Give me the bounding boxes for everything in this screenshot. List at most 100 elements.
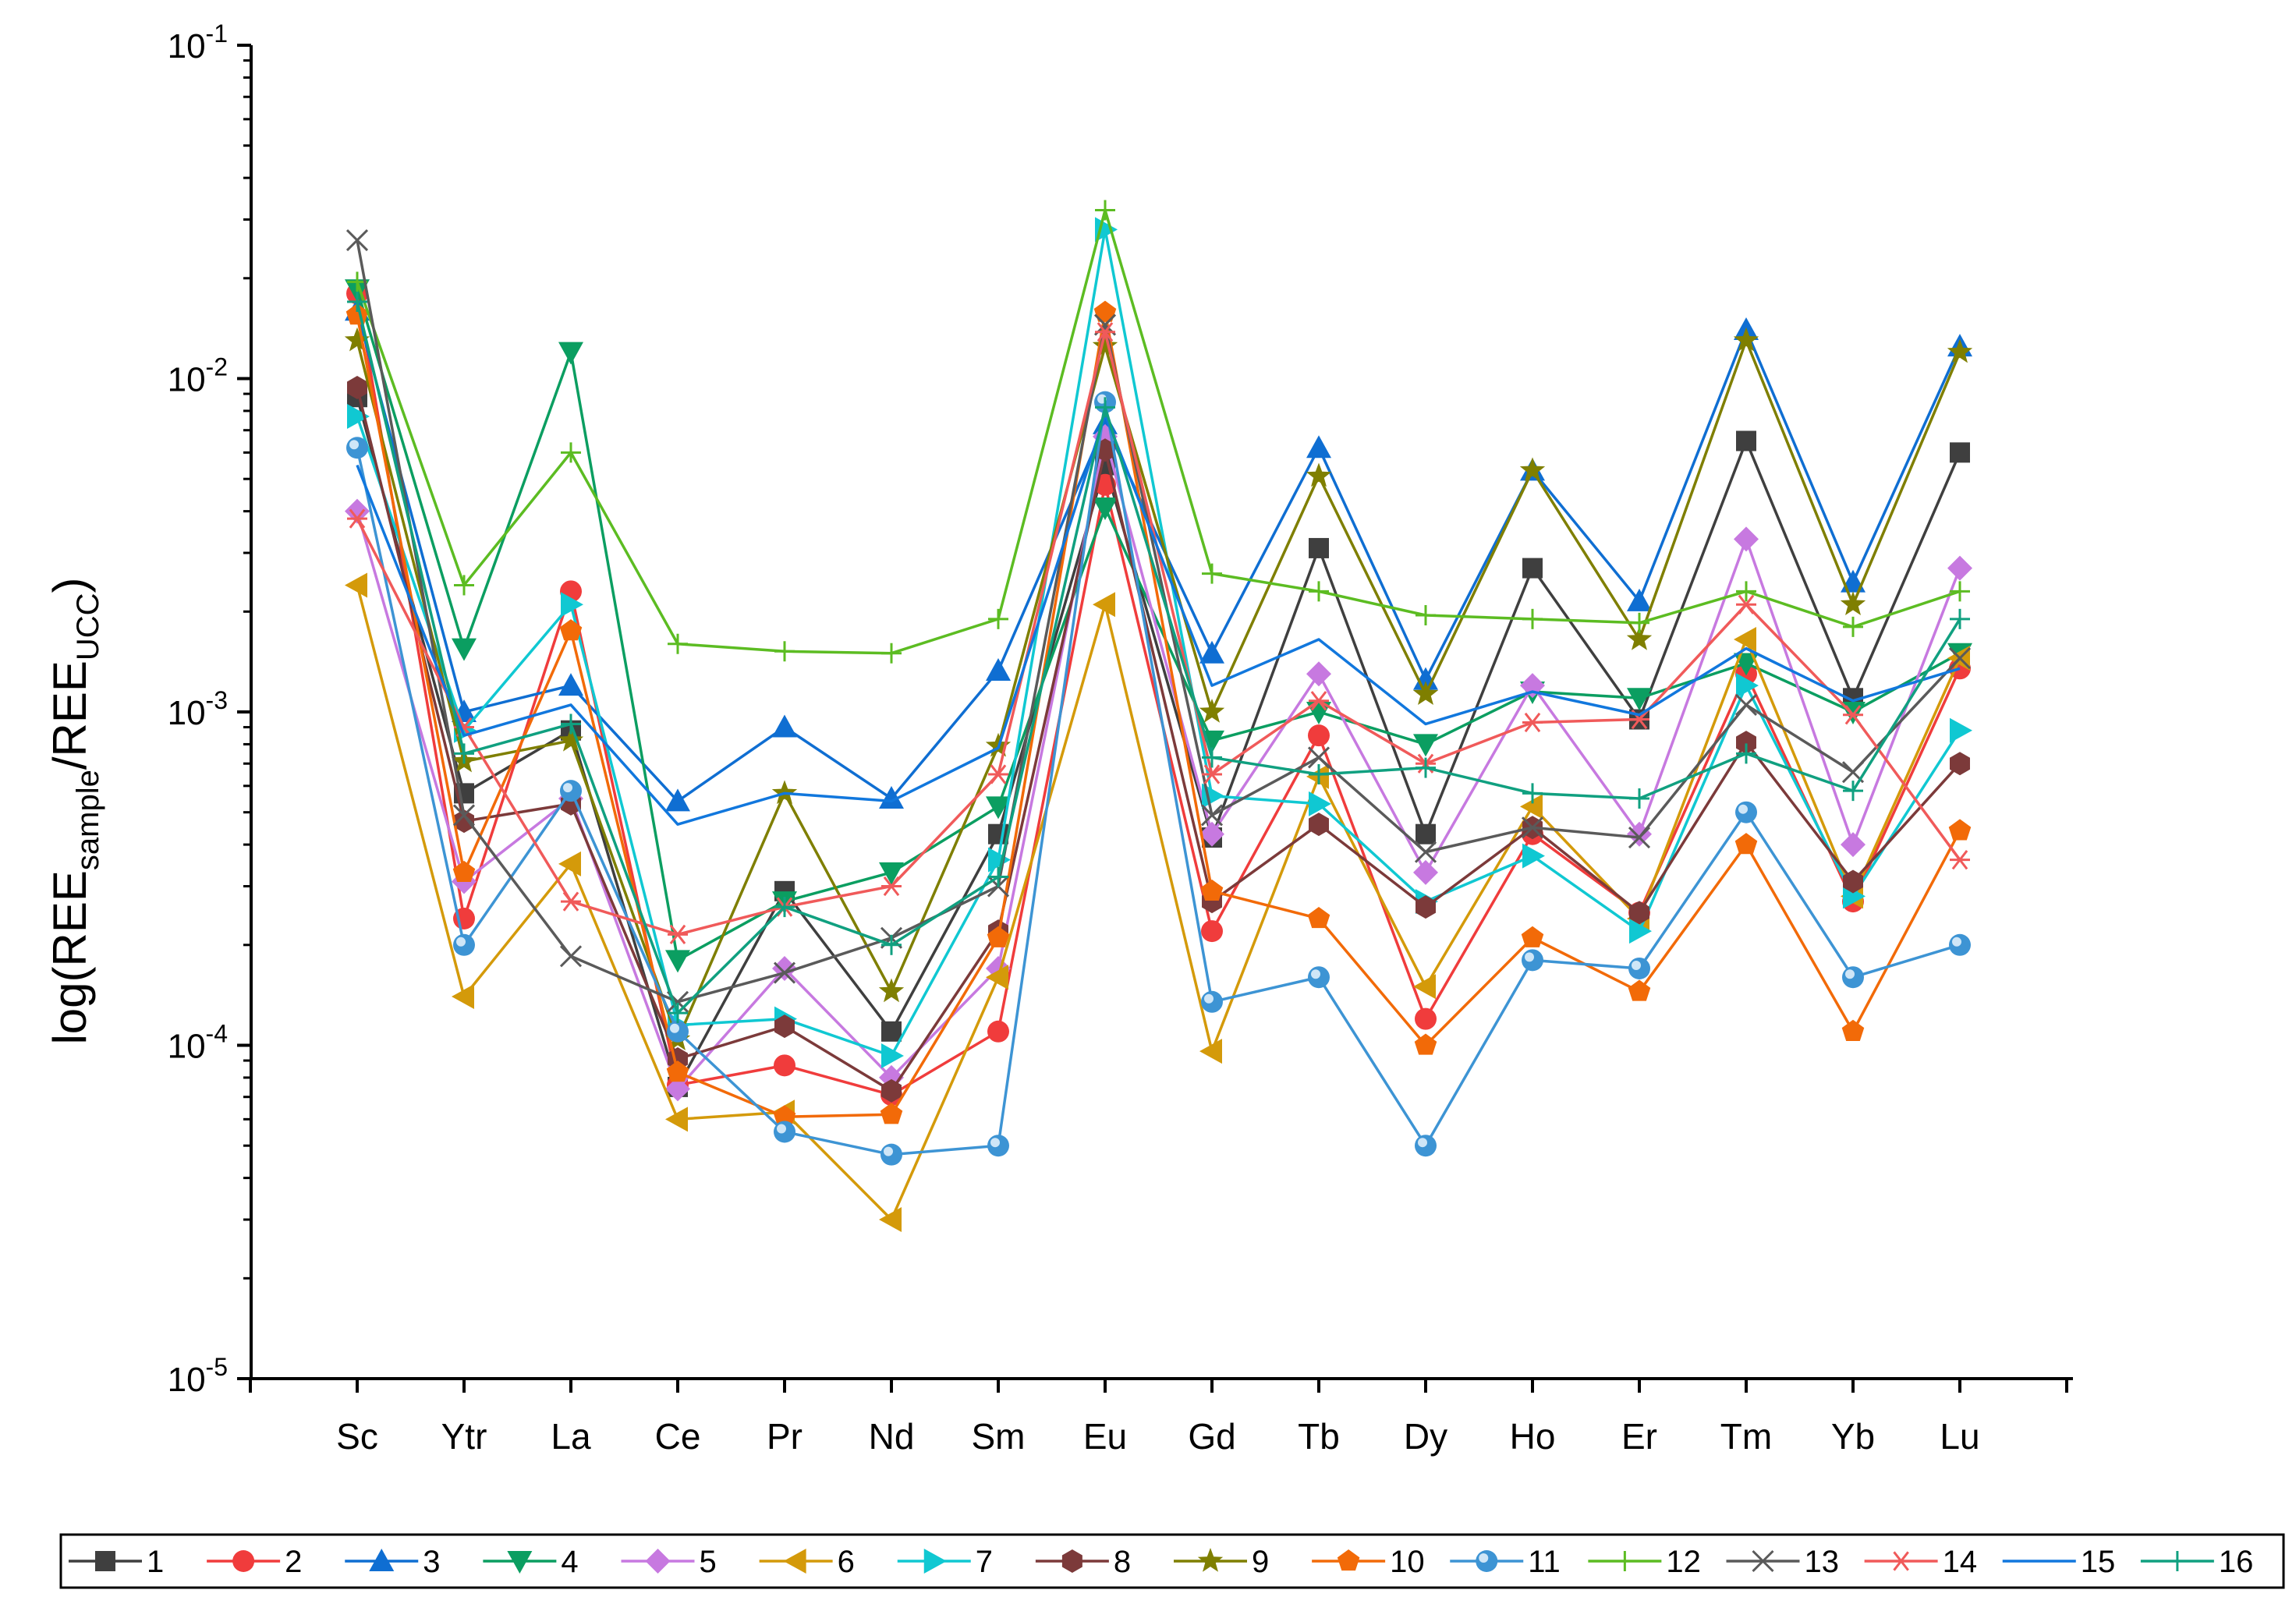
legend-item-6: 6 — [759, 1545, 855, 1579]
series-1-point-tm — [1736, 430, 1756, 451]
series-11-point-nd — [880, 1143, 902, 1166]
series-layer — [344, 200, 1973, 1233]
series-14-point-lu — [1950, 850, 1970, 870]
series-14-point-tb — [1309, 691, 1329, 711]
series-16-point-tm — [1736, 743, 1756, 764]
y-tick-base: 10 — [168, 27, 206, 66]
legend-item-1: 1 — [69, 1545, 164, 1579]
legend-item-3: 3 — [345, 1545, 441, 1579]
series-10-point-lu — [1948, 819, 1972, 841]
y-tick-base: 10 — [168, 361, 206, 399]
series-9-point-er — [1626, 626, 1653, 650]
series-10-point-tb — [1307, 906, 1330, 929]
series-11-point-ytr — [453, 933, 475, 956]
series-14-point-sm — [988, 764, 1008, 784]
y-axis-label: log(REEsample/REEUCC) — [44, 577, 105, 1044]
series-5-point-lu — [1947, 555, 1972, 581]
series-7-point-tm — [1736, 673, 1759, 699]
x-tick-label-tb: Tb — [1298, 1416, 1340, 1457]
series-4-point-nd — [879, 862, 904, 885]
y-tick-label: 10-4 — [168, 1020, 228, 1066]
series-9-point-nd — [878, 978, 905, 1003]
series-11 — [346, 391, 1971, 1166]
legend-label-2: 2 — [285, 1545, 302, 1579]
series-9-line — [356, 339, 1961, 1041]
y-tick-base: 10 — [168, 1028, 206, 1066]
series-9-point-yb — [1840, 591, 1866, 616]
y-tick-base: 10 — [168, 694, 206, 732]
series-12-point-la — [561, 442, 581, 463]
x-tick-label-gd: Gd — [1188, 1416, 1235, 1457]
series-13-point-er — [1628, 827, 1651, 849]
y-tick-label: 10-1 — [168, 19, 228, 66]
series-6-point-eu — [1093, 592, 1115, 618]
series-6-point-sm — [986, 965, 1008, 990]
series-11-point-tm — [1735, 801, 1757, 823]
series-10-point-tm — [1734, 833, 1758, 855]
series-12-point-sm — [988, 608, 1008, 629]
series-6-line — [356, 585, 1961, 1221]
series-8-point-dy — [1416, 895, 1436, 919]
legend-label-6: 6 — [838, 1545, 855, 1579]
series-11-point-yb — [1842, 966, 1864, 989]
series-14-point-sc — [347, 508, 367, 529]
series-13-point-dy — [1414, 841, 1437, 863]
series-10 — [345, 300, 1972, 1127]
y-axis-label-sub-sample: sample — [71, 770, 105, 870]
x-tick-label-ytr: Ytr — [441, 1416, 487, 1457]
series-8-point-ytr — [454, 809, 474, 834]
series-15-line — [356, 413, 1961, 826]
series-5-point-sc — [345, 498, 370, 524]
legend-label-16: 16 — [2219, 1545, 2254, 1579]
series-3-point-er — [1627, 588, 1652, 611]
series-11-point-ho — [1522, 949, 1543, 972]
x-tick-label-la: La — [551, 1416, 591, 1457]
series-16-point-ytr — [454, 743, 474, 764]
legend-marker-9 — [1197, 1548, 1224, 1572]
series-13-point-sc — [345, 229, 369, 252]
legend-item-14: 14 — [1864, 1545, 1977, 1579]
x-tick-label-nd: Nd — [869, 1416, 915, 1457]
series-16-point-ce — [668, 1003, 688, 1024]
series-11-point-dy — [1415, 1135, 1437, 1157]
series-7-point-ho — [1522, 843, 1545, 869]
series-12-point-dy — [1416, 605, 1436, 626]
y-tick-base: 10 — [168, 1361, 206, 1399]
series-8-line — [356, 387, 1961, 1092]
legend-marker-16 — [2167, 1551, 2188, 1571]
series-11-point-gd — [1201, 990, 1223, 1013]
series-10-point-er — [1628, 979, 1651, 1001]
series-5-point-yb — [1841, 832, 1866, 858]
series-16-point-lu — [1950, 608, 1970, 629]
series-10-point-yb — [1841, 1019, 1865, 1041]
series-12-point-lu — [1950, 581, 1970, 602]
legend-item-2: 2 — [207, 1545, 302, 1579]
series-14-point-yb — [1843, 705, 1863, 725]
series-3-point-gd — [1199, 640, 1224, 664]
y-axis-label-main: log(REE — [44, 870, 96, 1044]
series-12-line — [356, 208, 1961, 655]
series-12-point-er — [1629, 612, 1649, 633]
series-9-point-lu — [1947, 338, 1973, 363]
x-tick-label-pr: Pr — [767, 1416, 803, 1457]
series-10-point-ho — [1521, 926, 1544, 947]
series-6-point-dy — [1413, 974, 1436, 1000]
series-16-point-tb — [1309, 763, 1329, 784]
y-tick-label: 10-5 — [168, 1353, 228, 1399]
series-11-point-ce — [667, 1020, 689, 1043]
series-13 — [345, 229, 1972, 1013]
series-5-point-gd — [1199, 821, 1224, 847]
series-3-line — [356, 310, 1961, 803]
series-16-point-gd — [1202, 747, 1222, 768]
series-13-point-tb — [1307, 746, 1330, 769]
legend-label-1: 1 — [147, 1545, 164, 1579]
series-16-point-pr — [774, 897, 795, 918]
series-3-point-pr — [772, 714, 797, 738]
series-6-point-tm — [1734, 627, 1756, 653]
series-8-point-nd — [881, 1078, 902, 1103]
series-4-point-er — [1627, 688, 1652, 711]
series-14-point-la — [561, 891, 581, 912]
legend-marker-10 — [1337, 1549, 1360, 1571]
series-6-point-la — [558, 851, 581, 876]
